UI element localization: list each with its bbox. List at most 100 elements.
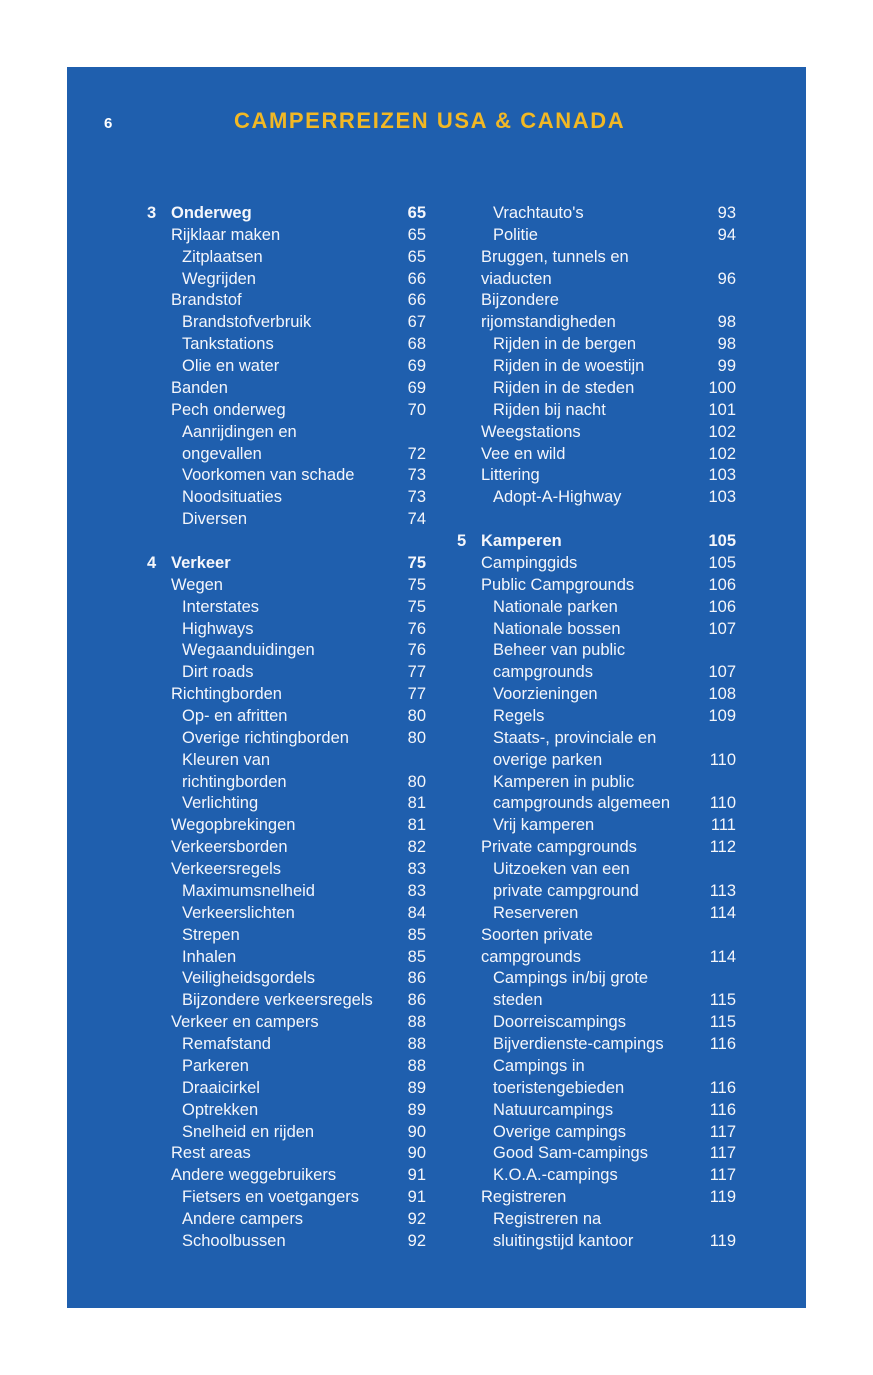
toc-page-number: 88 [407, 1035, 426, 1054]
toc-page-number: 92 [407, 1231, 426, 1250]
toc-entry-title: Rijden in de steden [493, 378, 635, 397]
toc-entry-title: Registreren [481, 1188, 567, 1207]
toc-entry-title: Reserveren [493, 903, 579, 922]
toc-entry-title: Dirt roads [182, 663, 254, 682]
toc-page-number: 72 [407, 444, 426, 463]
toc-page-number: 116 [709, 1100, 736, 1119]
toc-entry-title: Verkeer en campers [171, 1013, 319, 1032]
toc-page-number: 88 [407, 1013, 426, 1032]
toc-page-number: 112 [709, 838, 736, 857]
toc-entry-title: Campings in/bij grote [493, 969, 648, 988]
toc-entry-title: Weegstations [481, 422, 581, 441]
toc-entry-title: Beheer van public [493, 641, 626, 660]
toc-entry-title: Uitzoeken van een [493, 860, 630, 879]
toc-entry-title: Voorzieningen [493, 685, 598, 704]
toc-entry-title: Kamperen in public [493, 772, 635, 791]
toc-page-number: 99 [717, 357, 736, 376]
toc-entry-title: rijomstandigheden [481, 313, 616, 332]
toc-page-number: 105 [708, 553, 736, 572]
toc-page-number: 85 [407, 925, 426, 944]
toc-page-number: 65 [407, 225, 426, 244]
toc-entry-title: campgrounds [493, 663, 593, 682]
toc-page-number: 89 [407, 1078, 426, 1097]
toc-entry-title: Littering [481, 466, 540, 485]
toc-entry-title: Rijden bij nacht [493, 400, 606, 419]
toc-entry-title: Remafstand [182, 1035, 271, 1054]
toc-entry-title: Noodsituaties [182, 488, 282, 507]
toc-entry-title: Op- en afritten [182, 707, 288, 725]
toc-entry-title: campgrounds [481, 947, 581, 966]
toc-page-number: 117 [709, 1122, 736, 1141]
toc-page-number: 90 [407, 1144, 426, 1163]
toc-entry-title: Verkeersborden [171, 838, 288, 857]
toc-page-number: 76 [407, 641, 426, 660]
toc-page-number: 114 [709, 947, 736, 966]
toc-page-number: 70 [407, 400, 426, 419]
toc-page-number: 100 [708, 378, 736, 397]
chapter-number: 5 [457, 532, 467, 551]
toc-entry-title: Inhalen [182, 947, 237, 966]
toc-page-number: 109 [708, 707, 736, 725]
toc-page-number: 80 [407, 728, 426, 747]
toc-page-number: 117 [709, 1166, 736, 1185]
toc-entry-title: Verkeersregels [171, 860, 282, 879]
toc-page-number: 76 [407, 619, 426, 638]
toc-entry-title: Private campgrounds [481, 838, 637, 857]
toc-entry-title: Rest areas [171, 1144, 251, 1163]
toc-entry-title: viaducten [481, 269, 552, 288]
toc-page-number: 77 [407, 685, 426, 704]
toc-page-number: 83 [407, 881, 426, 900]
toc-entry-title: Kamperen [481, 532, 562, 551]
toc-entry-title: Bijverdienste-campings [493, 1035, 664, 1054]
toc-entry-title: Andere weggebruikers [171, 1166, 337, 1185]
toc-page-number: 68 [407, 335, 426, 354]
toc-entry-title: Highways [182, 619, 254, 638]
toc-entry-title: Registreren na [493, 1210, 602, 1229]
toc-entry-title: Maximumsnelheid [182, 881, 315, 900]
toc-page-number: 111 [710, 816, 736, 835]
page-number: 6 [104, 115, 113, 132]
toc-entry-title: Schoolbussen [182, 1231, 286, 1250]
toc-page-number: 88 [407, 1056, 426, 1075]
toc-entry-title: Snelheid en rijden [182, 1122, 315, 1141]
toc-page-number: 89 [407, 1100, 426, 1119]
toc-entry-title: Voorkomen van schade [182, 466, 355, 485]
toc-page-number: 80 [407, 772, 426, 791]
toc-page-number: 106 [708, 575, 736, 594]
toc-entry-title: Zitplaatsen [182, 247, 263, 266]
toc-page-number: 65 [407, 247, 426, 266]
toc-entry-title: Wegaanduidingen [182, 641, 315, 660]
toc-entry-title: private campground [493, 881, 639, 900]
toc-entry-title: Banden [171, 378, 228, 397]
toc-page-number: 77 [407, 663, 426, 682]
toc-entry-title: Doorreiscampings [493, 1013, 626, 1032]
toc-page-number: 92 [407, 1210, 426, 1229]
toc-entry-title: Good Sam-campings [493, 1144, 648, 1163]
toc-entry-title: Tankstations [182, 335, 274, 354]
toc-entry-title: Regels [493, 707, 545, 725]
toc-entry-title: campgrounds algemeen [493, 794, 671, 813]
toc-entry-title: Wegopbrekingen [171, 816, 296, 835]
toc-entry-title: Staats-, provinciale en [493, 728, 657, 747]
toc-entry-title: Strepen [182, 925, 240, 944]
toc-page-number: 94 [717, 225, 736, 244]
toc-page-number: 115 [709, 991, 736, 1010]
toc-page-number: 103 [708, 488, 736, 507]
toc-page-number: 80 [407, 707, 426, 725]
toc-entry-title: Draaicirkel [182, 1078, 260, 1097]
toc-page-number: 85 [407, 947, 426, 966]
toc-entry-title: ongevallen [182, 444, 262, 463]
toc-entry-title: Veiligheidsgordels [182, 969, 316, 988]
toc-entry-title: Bruggen, tunnels en [481, 247, 629, 266]
toc-entry-title: sluitingstijd kantoor [493, 1231, 634, 1250]
toc-page-number: 75 [407, 553, 426, 572]
toc-page-number: 96 [717, 269, 736, 288]
toc-entry-title: Verkeer [171, 553, 231, 572]
toc-entry-title: Rijklaar maken [171, 225, 281, 244]
toc-page-number: 108 [708, 685, 736, 704]
toc-page-number: 74 [407, 510, 426, 529]
toc-entry-title: Parkeren [182, 1056, 249, 1075]
toc-page-number: 98 [717, 313, 736, 332]
toc-entry-title: Onderweg [171, 204, 252, 222]
toc-entry-title: Nationale bossen [493, 619, 621, 638]
